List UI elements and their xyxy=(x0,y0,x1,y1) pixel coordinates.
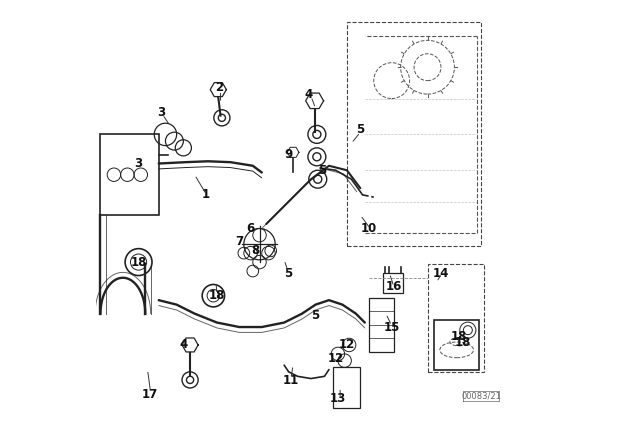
Text: 5: 5 xyxy=(356,123,364,137)
Bar xyxy=(369,298,394,352)
Text: 4: 4 xyxy=(179,338,188,352)
Text: 6: 6 xyxy=(246,222,255,235)
Text: 5: 5 xyxy=(312,309,319,323)
Text: 11: 11 xyxy=(283,374,299,388)
Text: 7: 7 xyxy=(236,235,243,249)
Text: 4: 4 xyxy=(305,87,313,101)
Text: 9: 9 xyxy=(285,148,292,161)
Text: 00083/21: 00083/21 xyxy=(461,392,501,401)
Bar xyxy=(428,264,484,372)
Text: 10: 10 xyxy=(361,222,378,235)
Text: 3: 3 xyxy=(134,157,143,170)
Text: 16: 16 xyxy=(386,280,402,293)
Text: 18: 18 xyxy=(455,336,472,349)
Text: 5: 5 xyxy=(318,164,326,177)
Text: 18: 18 xyxy=(209,289,225,302)
Text: 18: 18 xyxy=(131,255,147,269)
Bar xyxy=(100,134,159,215)
Text: 1: 1 xyxy=(202,188,210,202)
Text: 14: 14 xyxy=(433,267,449,280)
Text: 12: 12 xyxy=(339,338,355,352)
Bar xyxy=(383,273,403,293)
Text: 12: 12 xyxy=(328,352,344,365)
Bar xyxy=(333,367,360,408)
Text: 3: 3 xyxy=(157,105,165,119)
Text: 5: 5 xyxy=(285,267,292,280)
Text: 18: 18 xyxy=(451,329,467,343)
Bar xyxy=(435,320,479,370)
Text: 17: 17 xyxy=(141,388,158,401)
Text: 2: 2 xyxy=(215,81,223,94)
Text: 8: 8 xyxy=(251,244,259,258)
Text: 13: 13 xyxy=(330,392,346,405)
Bar xyxy=(347,22,481,246)
Text: 15: 15 xyxy=(383,320,400,334)
